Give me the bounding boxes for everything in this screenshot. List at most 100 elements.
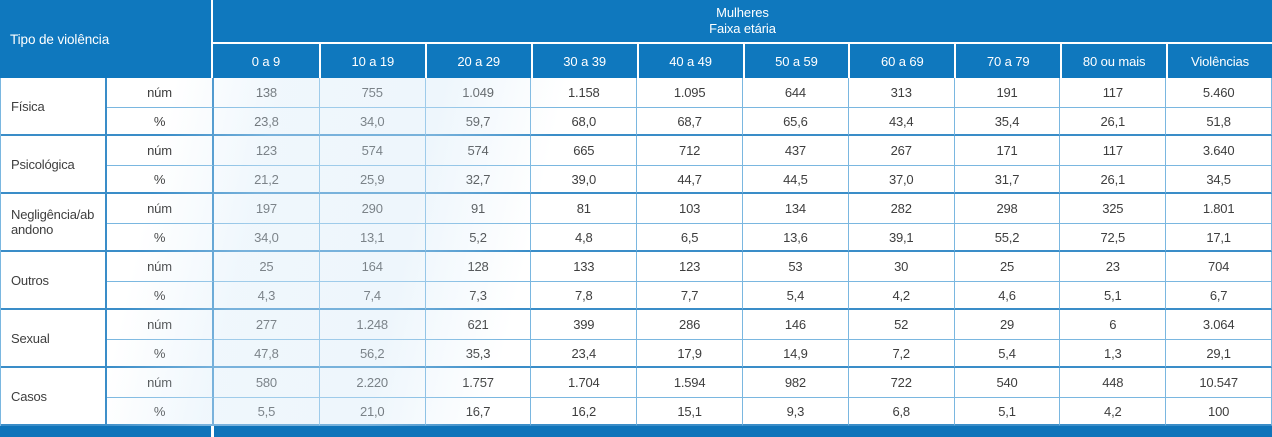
data-cell: 16,7 [425,397,532,426]
age-column-header: 60 a 69 [848,44,954,78]
data-cell: 34,0 [319,107,426,136]
data-cell: 39,1 [848,223,955,252]
measure-label-num: núm [107,310,214,339]
data-cell: 540 [955,368,1061,397]
data-cell: 6 [1060,310,1167,339]
data-cell: 171 [955,136,1061,165]
age-column-header: 80 ou mais [1060,44,1166,78]
data-cell: 32,7 [425,165,532,194]
data-cell: 72,5 [1060,223,1167,252]
data-cell: 68,7 [637,107,743,136]
data-cell: 68,0 [531,107,638,136]
data-cell: 29 [955,310,1061,339]
data-cell: 44,5 [743,165,849,194]
data-cell: 644 [743,78,849,107]
data-cell: 117 [1060,136,1167,165]
row-group-label: Casos [1,368,107,426]
table-header: Tipo de violência Mulheres Faixa etária … [0,0,1272,78]
data-cell: 134 [743,194,849,223]
data-cell: 91 [426,194,532,223]
data-cell: 7,8 [531,281,638,310]
age-column-header: 20 a 29 [424,44,531,78]
data-cell: 5,5 [214,397,320,426]
data-cell: 197 [214,194,320,223]
data-cell: 37,0 [848,165,955,194]
age-column-header: Violências [1166,44,1272,78]
data-cell: 35,4 [954,107,1061,136]
data-cell: 5,1 [954,397,1061,426]
data-cell: 10.547 [1166,368,1272,397]
data-cell: 23,8 [214,107,320,136]
data-cell: 325 [1060,194,1167,223]
data-cell: 290 [320,194,426,223]
data-cell: 1.594 [637,368,743,397]
data-cell: 164 [320,252,426,281]
data-cell: 313 [849,78,955,107]
age-column-header: 30 a 39 [530,44,637,78]
data-cell: 17,9 [637,339,743,368]
data-cell: 665 [531,136,638,165]
data-cell: 1.049 [426,78,532,107]
corner-header-label: Tipo de violência [10,31,110,47]
data-cell: 448 [1060,368,1167,397]
data-cell: 1.158 [531,78,638,107]
row-group-label: Outros [1,252,107,310]
table-row-group: Negligência/abandono núm 197 290 91 81 103 134 2… [0,194,1272,252]
data-cell: 6,8 [848,397,955,426]
row-group-label: Negligência/abandono [1,194,107,252]
bottom-bar [0,426,1272,437]
data-cell: 123 [637,252,743,281]
data-cell: 5,4 [954,339,1061,368]
data-cell: 55,2 [954,223,1061,252]
data-cell: 399 [531,310,638,339]
data-cell: 128 [426,252,532,281]
data-cell: 5,4 [743,281,849,310]
data-cell: 31,7 [954,165,1061,194]
data-cell: 7,2 [848,339,955,368]
data-cell: 704 [1166,252,1272,281]
age-header-row: 0 a 9 10 a 19 20 a 29 30 a 39 40 a 49 50 a 59… [213,44,1272,78]
data-cell: 25,9 [319,165,426,194]
row-group-label: Psicológica [1,136,107,194]
age-column-header: 70 a 79 [954,44,1060,78]
data-cell: 4,8 [531,223,638,252]
table-row-group: Outros núm 25 164 128 133 123 53 30 25 23 704% 4,3 7,… [0,252,1272,310]
data-cell: 1.095 [637,78,743,107]
data-cell: 7,4 [319,281,426,310]
measure-label-pct: % [107,223,214,252]
data-cell: 23 [1060,252,1167,281]
data-cell: 34,0 [214,223,320,252]
data-cell: 7,3 [425,281,532,310]
data-cell: 580 [214,368,320,397]
data-cell: 286 [637,310,743,339]
data-cell: 6,5 [637,223,743,252]
data-cell: 14,9 [743,339,849,368]
data-cell: 4,2 [1060,397,1167,426]
data-cell: 574 [320,136,426,165]
measure-label-pct: % [107,107,214,136]
data-cell: 9,3 [743,397,849,426]
data-cell: 35,3 [425,339,532,368]
data-cell: 4,2 [848,281,955,310]
measure-label-num: núm [107,252,214,281]
data-cell: 117 [1060,78,1167,107]
data-cell: 3.064 [1166,310,1272,339]
data-cell: 13,1 [319,223,426,252]
measure-label-num: núm [107,368,214,397]
data-cell: 59,7 [425,107,532,136]
data-cell: 621 [426,310,532,339]
data-cell: 34,5 [1166,165,1272,194]
data-cell: 267 [849,136,955,165]
data-cell: 17,1 [1166,223,1272,252]
measure-label-num: núm [107,78,214,107]
table-row-group: Física núm 138 755 1.049 1.158 1.095 644 313 191 1… [0,78,1272,136]
age-column-header: 0 a 9 [251,53,281,69]
data-cell: 133 [531,252,638,281]
data-cell: 25 [955,252,1061,281]
column-group-title-line1: Mulheres [716,5,769,20]
table-body: Física núm 138 755 1.049 1.158 1.095 644 313 191 1… [0,78,1272,426]
row-group-label: Sexual [1,310,107,368]
data-cell: 298 [955,194,1061,223]
data-cell: 5.460 [1166,78,1272,107]
